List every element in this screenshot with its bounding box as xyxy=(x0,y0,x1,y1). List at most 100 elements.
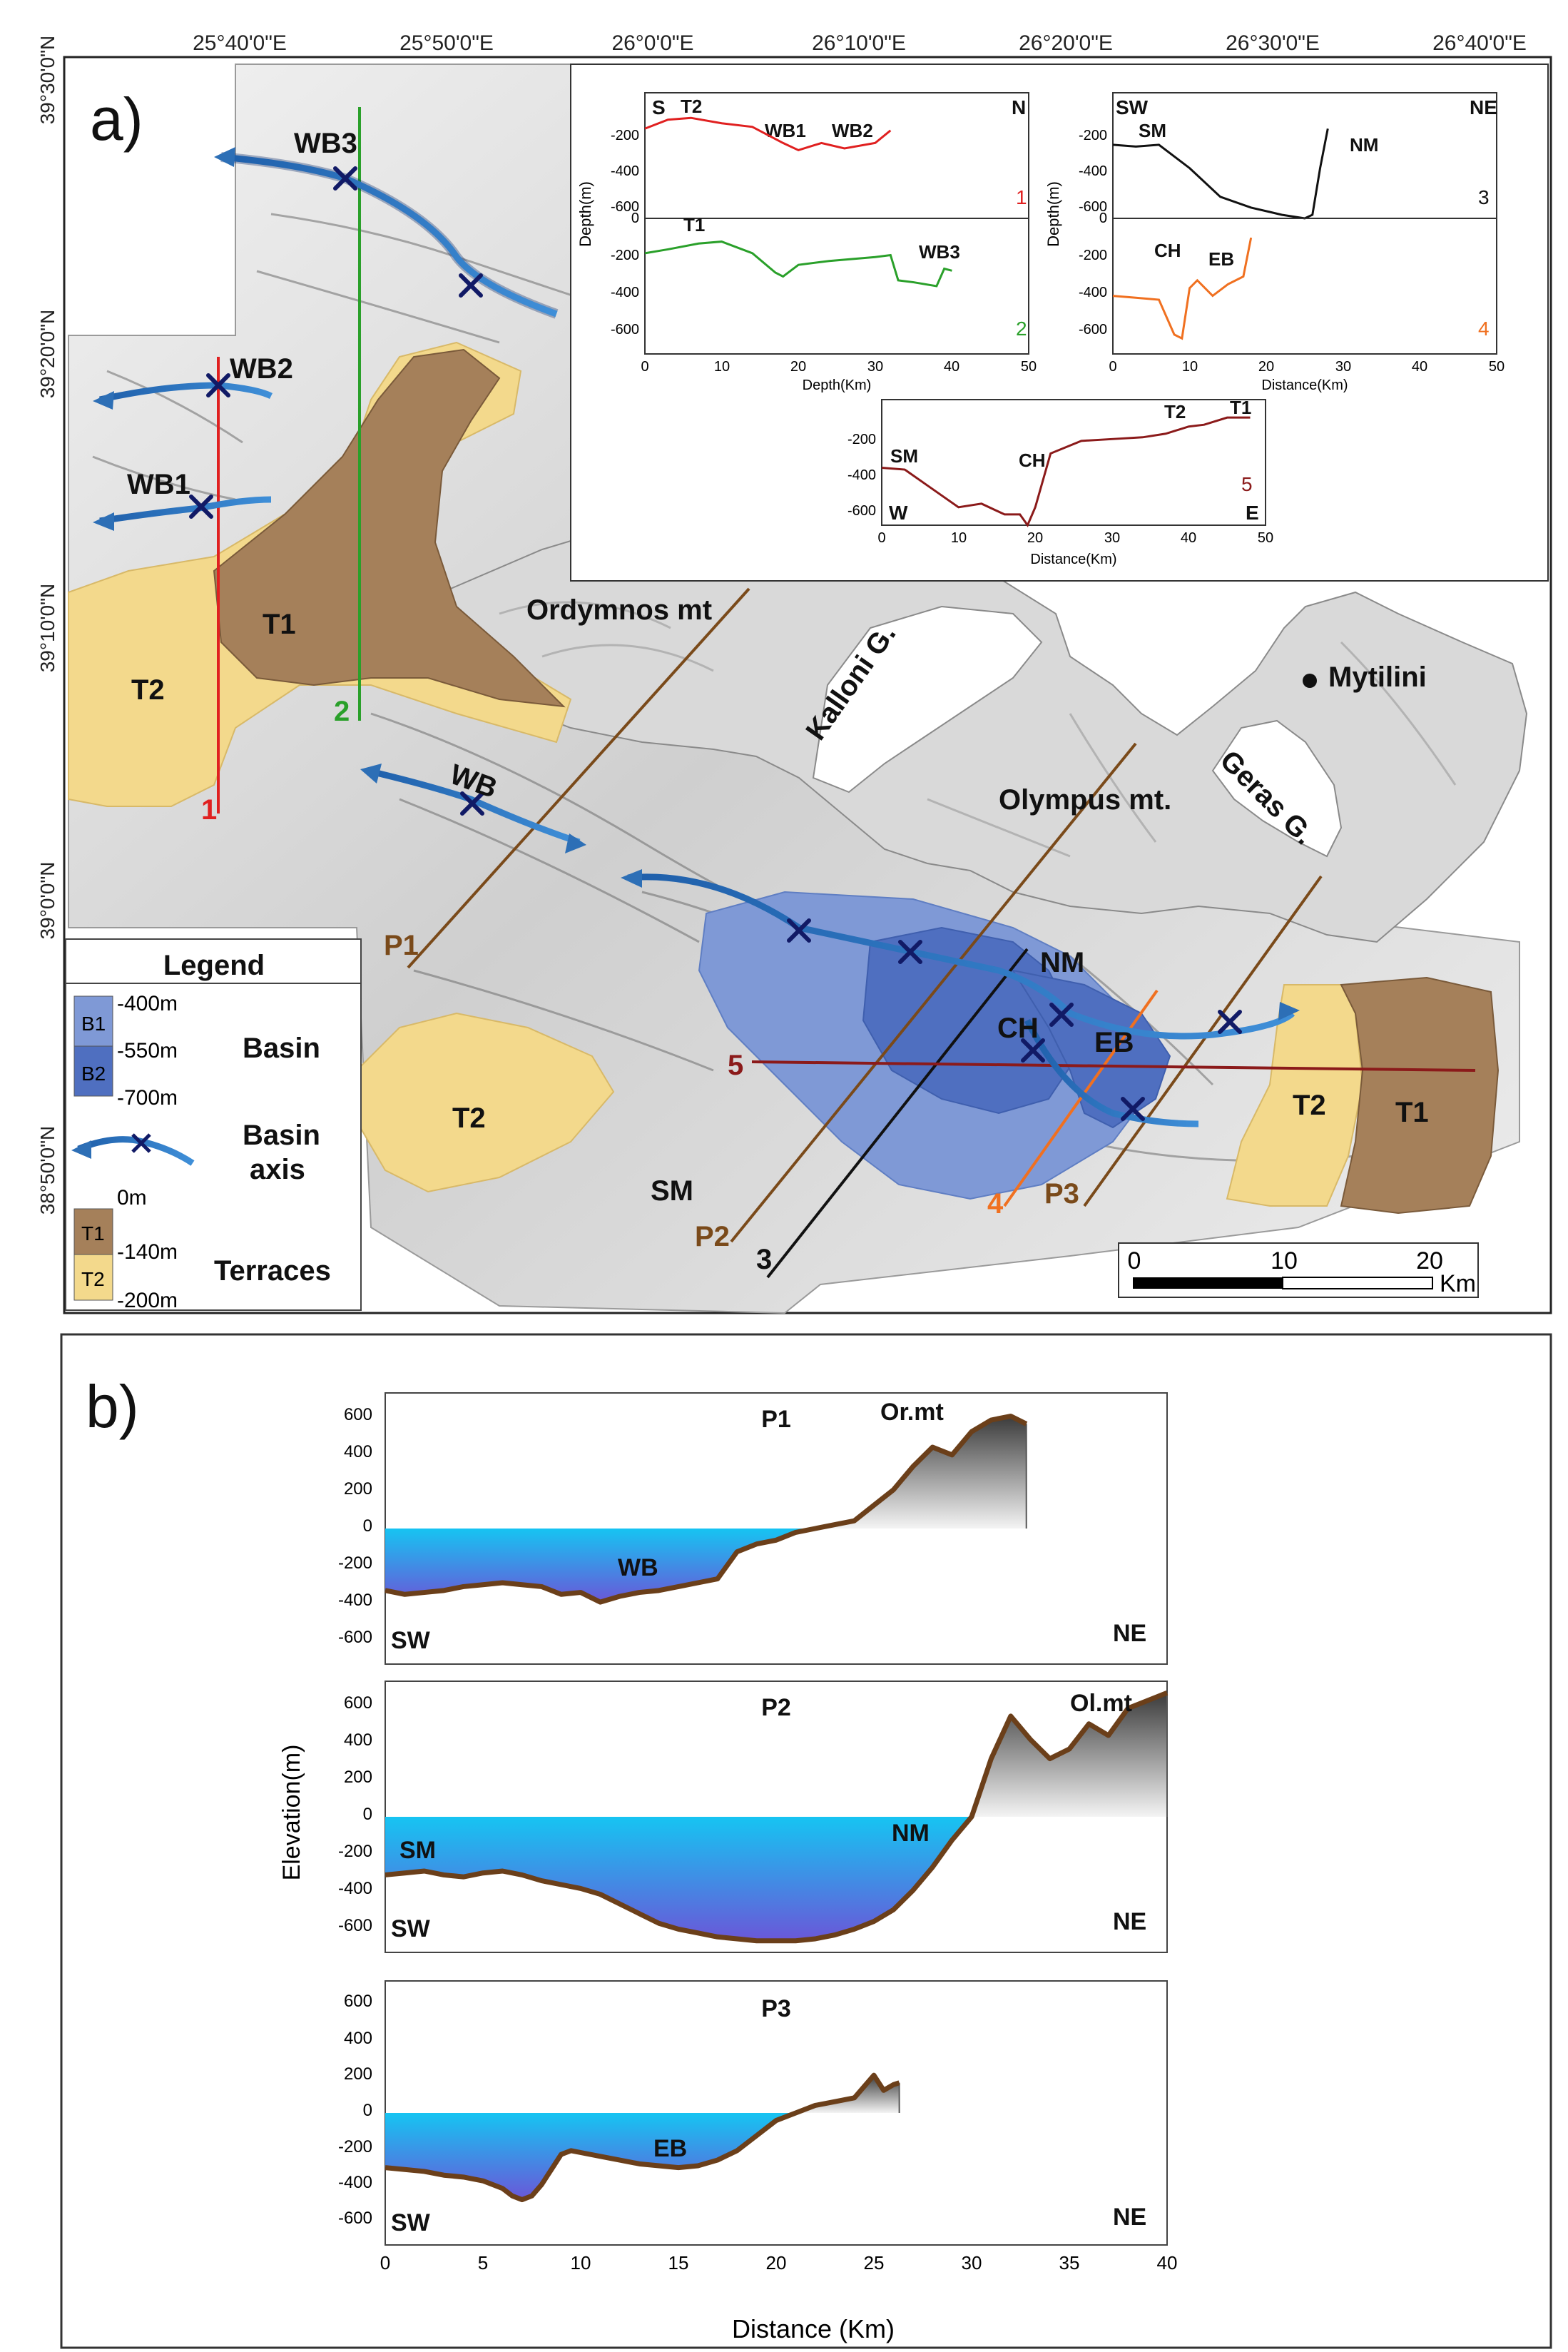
inset-2-xtick: 40 xyxy=(944,359,959,375)
inset-profile-4: Depth(m) 4 CH EB -200 -400 -600 0 10 20 … xyxy=(1044,181,1505,393)
xtick: 0 xyxy=(380,2252,390,2274)
inset-3-label: SM xyxy=(1139,120,1166,141)
inset-1-line xyxy=(644,116,892,152)
mytilini-dot xyxy=(1303,674,1317,688)
profile-p1-left: SW xyxy=(391,1627,431,1654)
scale-tick: 0 xyxy=(1128,1247,1141,1274)
profile-p2-label: NM xyxy=(892,1820,930,1847)
legend-swatch-b1 xyxy=(73,995,113,1047)
label-ordymnos: Ordymnos mt xyxy=(526,594,712,626)
inset-5-xlabel: Distance(Km) xyxy=(1030,552,1116,567)
water-body xyxy=(385,1529,1027,1603)
inset-2-ytick: -200 xyxy=(611,248,639,263)
lon-tick: 26°20'0"E xyxy=(1019,31,1113,55)
label-wb3: WB3 xyxy=(294,128,357,159)
inset-4-label: EB xyxy=(1208,248,1234,270)
lesvos-island xyxy=(427,512,1528,943)
lon-ticks: 25°40'0"E 25°50'0"E 26°0'0"E 26°10'0"E 2… xyxy=(193,31,1527,55)
line-p2-label: P2 xyxy=(695,1221,730,1252)
ytick: 600 xyxy=(344,1693,372,1713)
inset-2-num: 2 xyxy=(1016,318,1027,340)
ytick: 200 xyxy=(344,1479,372,1499)
xtick: 40 xyxy=(1157,2252,1178,2274)
inset-5-label: W xyxy=(889,502,908,524)
inset-5-xtick: 30 xyxy=(1104,530,1120,546)
profile-p1-plot xyxy=(385,1414,1028,1605)
scale-unit: Km xyxy=(1440,1270,1476,1297)
ytick: 600 xyxy=(344,1992,372,2011)
label-nm: NM xyxy=(1040,947,1084,978)
profile-p2-yticks: 600 400 200 0 -200 -400 -600 xyxy=(338,1693,372,1935)
profile-p3: P3 SW NE EB 600 400 200 0 -200 -400 -600… xyxy=(338,1980,1178,2274)
profile-p3-left: SW xyxy=(391,2209,431,2236)
panel-b-ylabel: Elevation(m) xyxy=(278,1745,305,1881)
profile-p1: P1 SW NE Or.mt WB 600 400 200 0 -200 -40… xyxy=(338,1392,1168,1665)
ytick: 0 xyxy=(363,2101,372,2120)
profile-p2-right: NE xyxy=(1113,1908,1146,1935)
inset-5-ytick: -400 xyxy=(847,467,876,483)
ytick: -200 xyxy=(338,1842,372,1861)
inset-2-ytick: -600 xyxy=(611,322,639,338)
profile-p3-plot xyxy=(385,2072,900,2203)
inset-4-xtick: 40 xyxy=(1412,359,1427,375)
inset-profiles: S N 1 T2 WB1 WB2 -200 -400 -600 0 Depth(… xyxy=(570,64,1549,582)
inset-4-xtick: 50 xyxy=(1489,359,1505,375)
ytick: 400 xyxy=(344,2029,372,2048)
ytick: -200 xyxy=(338,2137,372,2156)
land-body xyxy=(385,1693,1167,1817)
inset-4-line xyxy=(1112,237,1253,340)
legend-d400: -400m xyxy=(117,992,178,1015)
inset-4-ytick: -400 xyxy=(1079,285,1107,300)
legend-basin-axis-2: axis xyxy=(250,1154,305,1185)
inset-4-ytick: -200 xyxy=(1079,248,1107,263)
line-p3-label: P3 xyxy=(1044,1178,1079,1210)
xtick: 5 xyxy=(478,2252,488,2274)
inset-34-ylabel: Depth(m) xyxy=(1044,181,1062,247)
lat-ticks: 39°30'0"N 39°20'0"N 39°10'0"N 39°0'0"N 3… xyxy=(36,36,58,1215)
profile-lines xyxy=(217,107,1476,1279)
inset-3-ytick: 0 xyxy=(1099,211,1107,226)
terraces xyxy=(68,341,1500,1215)
profile-p2-plot xyxy=(385,1690,1169,1944)
inset-1-ytick: -200 xyxy=(611,128,639,143)
inset-5-xtick: 20 xyxy=(1027,530,1043,546)
xtick: 25 xyxy=(864,2252,885,2274)
xtick: 35 xyxy=(1059,2252,1080,2274)
terrace-t2-south xyxy=(355,1012,615,1193)
lat-tick: 38°50'0"N xyxy=(36,1126,58,1215)
inset-2-line xyxy=(644,240,952,288)
xtick: 20 xyxy=(766,2252,787,2274)
ytick: 0 xyxy=(363,1516,372,1536)
label-eb: EB xyxy=(1094,1027,1134,1058)
panel-a-map: 25°40'0"E 25°50'0"E 26°0'0"E 26°10'0"E 2… xyxy=(36,31,1552,1314)
inset-profile-1: S N 1 T2 WB1 WB2 -200 -400 -600 0 xyxy=(611,92,1029,226)
inset-5-xtick: 40 xyxy=(1181,530,1196,546)
ytick: 0 xyxy=(363,1805,372,1824)
ytick: -200 xyxy=(338,1553,372,1573)
inset-2-xtick: 50 xyxy=(1021,359,1037,375)
inset-5-label: T2 xyxy=(1164,401,1186,422)
inset-3-right: NE xyxy=(1470,96,1497,118)
inset-1-label: WB1 xyxy=(765,120,806,141)
ytick: 200 xyxy=(344,2064,372,2084)
profile-p3-yticks: 600 400 200 0 -200 -400 -600 xyxy=(338,1992,372,2228)
kalloni-gulf xyxy=(812,605,1043,794)
lon-tick: 26°40'0"E xyxy=(1432,31,1527,55)
water-body xyxy=(385,1817,1167,1941)
legend-box xyxy=(65,938,362,1311)
inset-3-line xyxy=(1112,128,1329,220)
inset-4-xtick: 30 xyxy=(1335,359,1351,375)
lon-tick: 25°40'0"E xyxy=(193,31,287,55)
profile-line-p2 xyxy=(730,742,1137,1243)
profile-line-3 xyxy=(766,948,1029,1279)
legend-basin-axis-1: Basin xyxy=(243,1120,320,1151)
label-ch: CH xyxy=(997,1013,1039,1044)
basins xyxy=(698,891,1171,1200)
legend: Legend B1 B2 -400m -550m -700m Basin Bas… xyxy=(65,938,362,1312)
inset-3-ytick: -600 xyxy=(1079,199,1107,215)
inset-5-label: CH xyxy=(1019,450,1046,471)
lon-tick: 26°10'0"E xyxy=(812,31,906,55)
profile-p2-label: SM xyxy=(399,1837,436,1864)
label-olympus: Olympus mt. xyxy=(999,784,1171,816)
profile-p3-label: EB xyxy=(653,2135,687,2162)
